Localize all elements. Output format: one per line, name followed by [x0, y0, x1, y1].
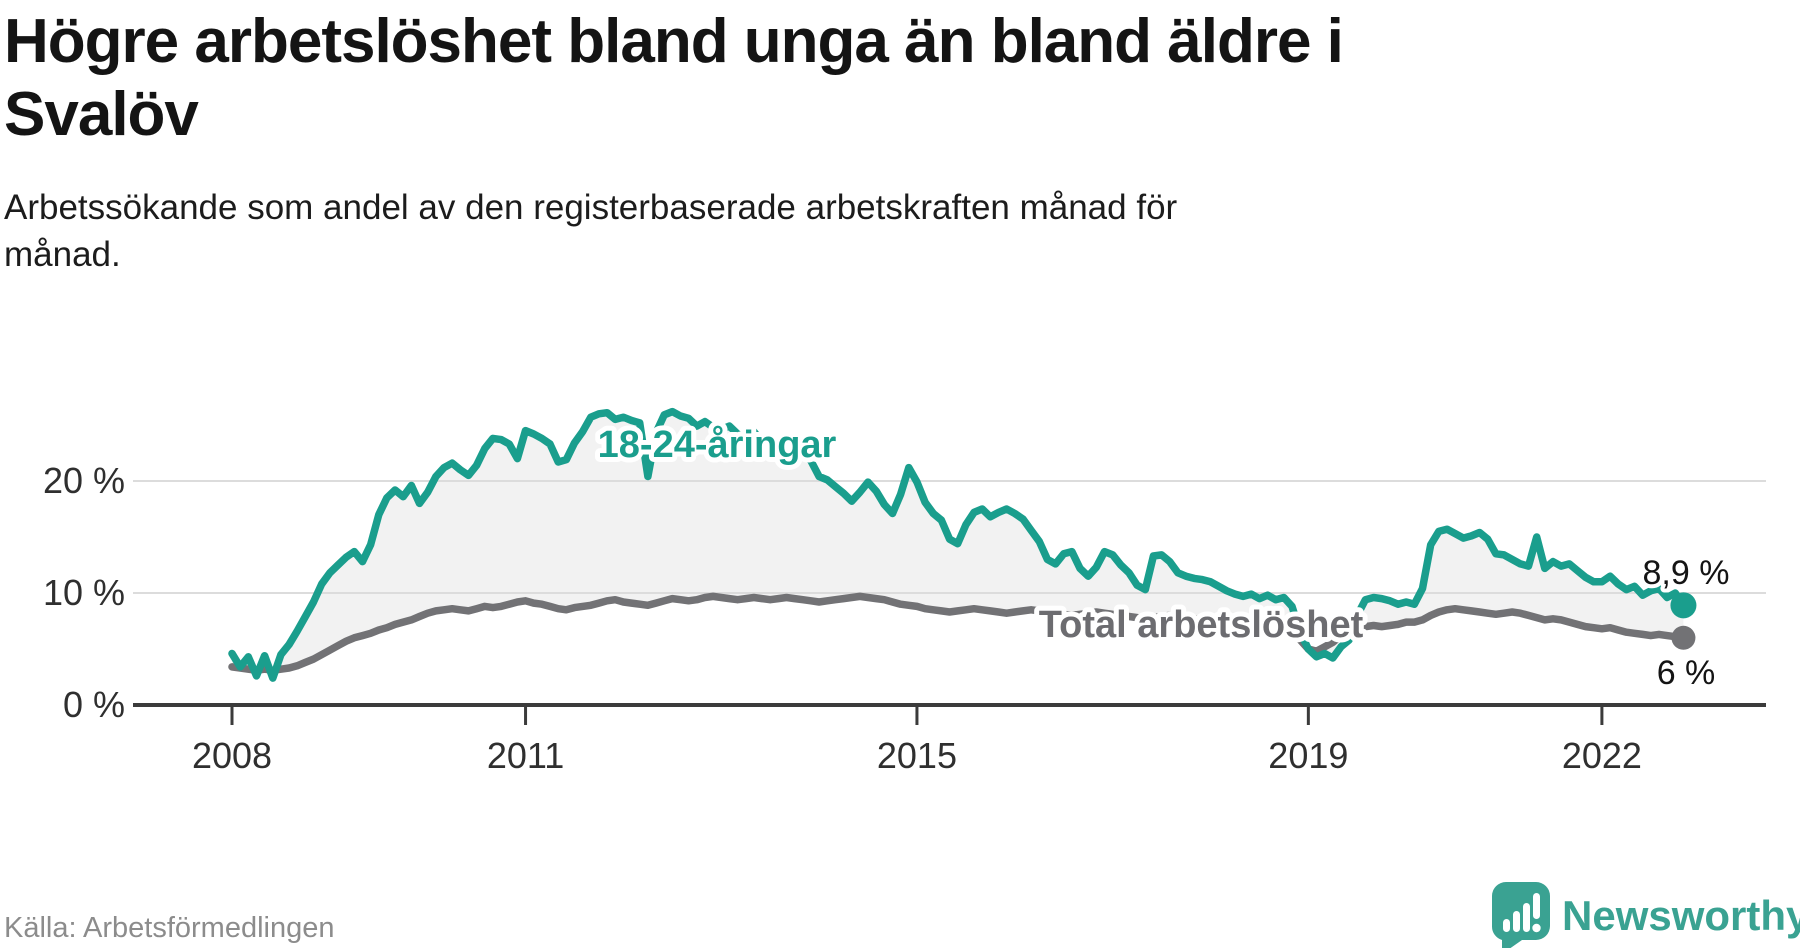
page-title-line2: Svalöv — [4, 79, 199, 149]
line-total-arbetslöshet — [228, 592, 1688, 675]
x-tick-label-2008: 2008 — [192, 735, 272, 776]
bar-chart-glyph — [1503, 893, 1541, 933]
source-note: Källa: Arbetsförmedlingen — [4, 912, 335, 944]
newsworthy-logo: Newsworthy — [1491, 882, 1800, 948]
series-label-total: Total arbetslöshet — [1039, 604, 1364, 646]
y-tick-label-20: 20 % — [43, 460, 125, 501]
x-tick-label-2022: 2022 — [1562, 735, 1642, 776]
page-title: Högre arbetslöshet bland unga än bland ä… — [4, 6, 1624, 151]
x-tick-label-2011: 2011 — [487, 735, 564, 776]
end-dot-total — [1671, 625, 1696, 650]
gridlines — [133, 480, 1766, 594]
x-axis — [133, 703, 1766, 725]
brand-name: Newsworthy — [1562, 892, 1800, 939]
y-axis-labels: 0 % 10 % 20 % — [43, 460, 125, 725]
end-value-label-total: 6 % — [1657, 654, 1716, 692]
x-tick-label-2015: 2015 — [877, 735, 957, 776]
end-dot-youth — [1670, 592, 1697, 619]
speech-bubble-icon — [1491, 882, 1550, 948]
page-subtitle-line2: månad. — [4, 234, 121, 274]
page-subtitle: Arbetssökande som andel av den registerb… — [4, 185, 1504, 278]
y-tick-label-10: 10 % — [43, 572, 125, 613]
series-lines — [228, 407, 1688, 682]
end-value-label-youth: 8,9 % — [1643, 554, 1730, 592]
series-label-youth: 18-24-åringar — [598, 424, 837, 466]
line-18-24-åringar — [228, 407, 1688, 682]
series-end-dots — [1670, 592, 1697, 650]
x-axis-labels: 2008 2011 2015 2019 2022 — [192, 735, 1642, 776]
x-tick-label-2019: 2019 — [1268, 735, 1348, 776]
page-title-line1: Högre arbetslöshet bland unga än bland ä… — [4, 7, 1344, 76]
y-tick-label-0: 0 % — [63, 684, 125, 725]
page-subtitle-line1: Arbetssökande som andel av den registerb… — [4, 188, 1178, 227]
